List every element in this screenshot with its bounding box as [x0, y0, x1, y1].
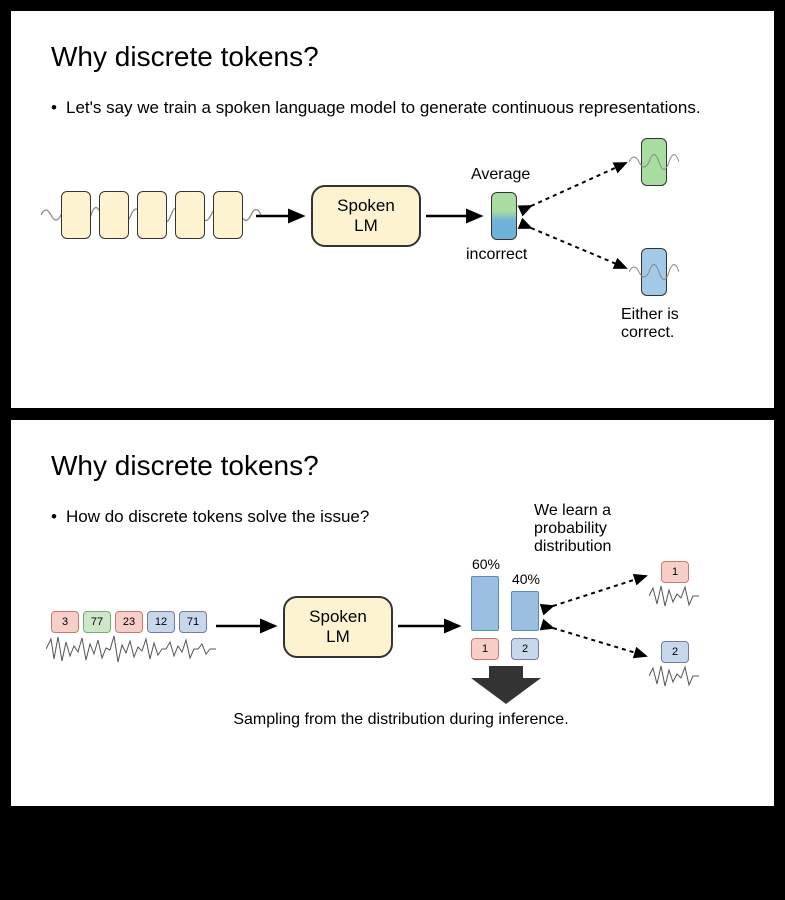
bar-2: [511, 591, 539, 631]
continuous-token: [213, 191, 243, 239]
slide2-title: Why discrete tokens?: [51, 450, 734, 482]
slide2-diagram: 3 77 23 12 71 Spoken LM 60% 40% 1 2 1 2: [51, 556, 734, 786]
slide2-caption: Sampling from the distribution during in…: [191, 711, 611, 729]
output-token-2: 2: [661, 641, 689, 663]
continuous-token: [99, 191, 129, 239]
down-arrow-icon: [471, 666, 541, 706]
slide1-title: Why discrete tokens?: [51, 41, 734, 73]
token-value: 71: [187, 616, 199, 628]
continuous-token: [175, 191, 205, 239]
token-value: 2: [672, 646, 678, 658]
incorrect-label: incorrect: [466, 246, 527, 264]
average-label: Average: [471, 166, 530, 184]
wave-blue: [629, 252, 679, 292]
input-waveform-2: [46, 634, 221, 664]
input-token: 23: [115, 611, 143, 633]
token-value: 1: [482, 643, 488, 655]
continuous-token: [137, 191, 167, 239]
bar-label-1: 60%: [466, 556, 506, 572]
slide1-bullet: Let's say we train a spoken language mod…: [51, 98, 734, 118]
wave-out-2: [649, 664, 699, 689]
slide-2: Why discrete tokens? How do discrete tok…: [10, 419, 775, 807]
wave-out-1: [649, 584, 699, 609]
input-token: 12: [147, 611, 175, 633]
spoken-lm-box: Spoken LM: [311, 185, 421, 247]
bar-token-2: 2: [511, 638, 539, 660]
slide2-bullet: How do discrete tokens solve the issue?: [51, 507, 534, 527]
bar-token-1: 1: [471, 638, 499, 660]
token-value: 12: [155, 616, 167, 628]
output-gradient-pill: [491, 192, 517, 240]
token-value: 23: [123, 616, 135, 628]
bar-1: [471, 576, 499, 631]
input-token: 71: [179, 611, 207, 633]
wave-green: [629, 142, 679, 182]
input-token: 77: [83, 611, 111, 633]
token-value: 1: [672, 566, 678, 578]
slide-1: Why discrete tokens? Let's say we train …: [10, 10, 775, 409]
continuous-token: [61, 191, 91, 239]
bar-label-2: 40%: [506, 571, 546, 587]
token-value: 3: [62, 616, 68, 628]
slide1-diagram: Spoken LM Average incorrect Either is co…: [51, 138, 734, 388]
input-token: 3: [51, 611, 79, 633]
either-correct-label: Either is correct.: [621, 306, 679, 342]
dist-label: We learn a probability distribution: [534, 502, 734, 556]
token-value: 2: [522, 643, 528, 655]
output-token-1: 1: [661, 561, 689, 583]
spoken-lm-box-2: Spoken LM: [283, 596, 393, 658]
slide2-arrows: [51, 556, 751, 786]
token-value: 77: [91, 616, 103, 628]
